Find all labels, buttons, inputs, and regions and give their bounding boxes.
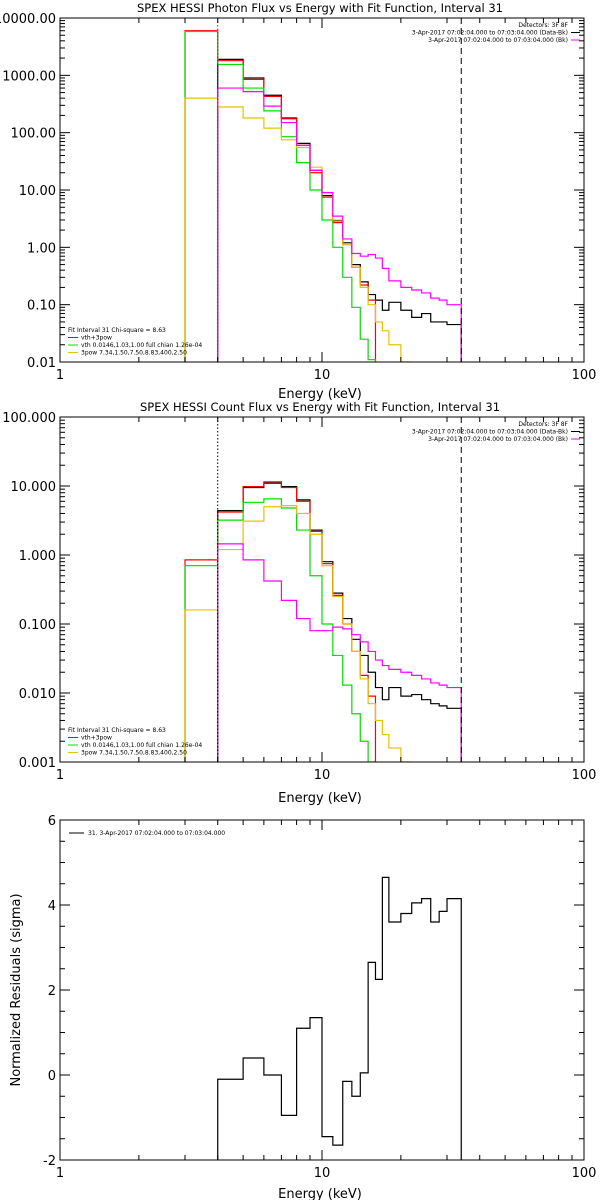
y-axis: 0.001 0.010 0.100 1.000 10.000 100.000 <box>2 411 584 771</box>
y-tick-label: 6 <box>48 814 56 829</box>
y-tick-label: 0.100 <box>19 618 56 633</box>
legend-label: vth 0.0146,1.03,1.00 full chian 1.26e-04 <box>81 742 202 749</box>
count-flux-plot: 1 10 100 0.001 0.010 0.100 1.000 10.000 100.000 D… <box>2 411 596 783</box>
y-tick-label: 0.10 <box>27 299 56 314</box>
y-tick-label: 10000.00 <box>0 12 56 27</box>
x-axis: 1 10 100 <box>56 417 597 783</box>
y-tick-label: 0 <box>48 1069 56 1084</box>
legend-label: vth+3pow <box>81 735 112 742</box>
x-tick-label: 1 <box>56 1166 64 1181</box>
y-tick-label: 4 <box>48 899 56 914</box>
series-3pow <box>184 97 413 362</box>
top-legend: Detectors: 3F 8F3-Apr-2017 07:02:04.000 … <box>412 22 580 44</box>
top-legend-label: 3-Apr-2017 07:02:04.000 to 07:03:04.000 … <box>412 429 568 436</box>
series-3pow <box>184 505 413 762</box>
x-tick-label: 10 <box>314 1166 331 1181</box>
series-bk <box>217 543 462 762</box>
top-legend-label: Detectors: 3F 8F <box>518 421 568 428</box>
y-tick-label: 100.00 <box>11 127 57 142</box>
y-tick-label: 100.000 <box>2 411 56 426</box>
x-tick-label: 100 <box>572 768 597 783</box>
fit-legend: Fit Interval 31 Chi-square = 8.63vth+3po… <box>68 727 202 757</box>
legend-label: 3pow 7.34,1.50,7.50,8.83,400,2.50 <box>81 350 187 357</box>
x-axis: 1 10 100 <box>56 18 597 383</box>
series-vth <box>184 498 377 762</box>
y-tick-label: 10.000 <box>11 480 57 495</box>
photon-flux-plot: 1 10 100 0.01 0.10 1.00 10.00 100.00 1000.00 1000… <box>0 12 596 383</box>
y-tick-label: 0.010 <box>19 687 56 702</box>
top-legend-label: 3-Apr-2017 07:02:04.000 to 07:03:04.000 … <box>428 436 568 443</box>
series-vth <box>184 30 377 362</box>
series-group <box>184 481 462 762</box>
y-tick-label: 0.001 <box>19 756 56 771</box>
x-tick-label: 10 <box>314 368 331 383</box>
series-data-bk <box>217 482 462 762</box>
y-tick-label: 1.000 <box>19 549 56 564</box>
y-tick-label: 0.01 <box>27 356 56 371</box>
series-group <box>184 30 462 362</box>
legend-label: vth+3pow <box>81 335 112 342</box>
series-31 <box>217 876 462 1160</box>
residuals-xlabel: Energy (keV) <box>278 1187 362 1200</box>
legend-label: 31. 3-Apr-2017 07:02:04.000 to 07:03:04.… <box>88 830 225 837</box>
residuals-ylabel: Normalized Residuals (sigma) <box>9 893 24 1086</box>
legend-label: vth 0.0146,1.03,1.00 full chian 1.26e-04 <box>81 342 202 349</box>
residuals-panel: 1 10 100 -2 0 2 4 6 31. 3-Apr-2017 07:02:04.000 … <box>9 814 596 1200</box>
fit-legend: 31. 3-Apr-2017 07:02:04.000 to 07:03:04.… <box>69 830 225 837</box>
y-tick-label: -2 <box>43 1154 56 1169</box>
top-legend-label: 3-Apr-2017 07:02:04.000 to 07:03:04.000 … <box>412 30 568 37</box>
y-tick-label: 10.00 <box>19 184 56 199</box>
y-axis: -2 0 2 4 6 <box>43 814 584 1169</box>
series-bk <box>217 87 462 362</box>
top-legend-label: Detectors: 3F 8F <box>518 22 568 29</box>
legend-header: Fit Interval 31 Chi-square = 8.63 <box>68 727 166 734</box>
x-axis: 1 10 100 <box>56 820 597 1181</box>
y-tick-label: 1000.00 <box>2 69 56 84</box>
legend-header: Fit Interval 31 Chi-square = 8.63 <box>68 327 166 334</box>
x-tick-label: 1 <box>56 768 64 783</box>
top-legend: Detectors: 3F 8F3-Apr-2017 07:02:04.000 … <box>412 421 580 443</box>
y-axis: 0.01 0.10 1.00 10.00 100.00 1000.00 10000.00 <box>0 12 584 371</box>
count-flux-xlabel: Energy (keV) <box>278 791 362 806</box>
y-tick-label: 2 <box>48 984 56 999</box>
fit-legend: Fit Interval 31 Chi-square = 8.63vth+3po… <box>68 327 202 357</box>
top-legend-label: 3-Apr-2017 07:02:04.000 to 07:03:04.000 … <box>428 37 568 44</box>
count-flux-title: SPEX HESSI Count Flux vs Energy with Fit… <box>140 400 500 414</box>
series-group <box>217 876 462 1160</box>
x-tick-label: 100 <box>572 368 597 383</box>
count-flux-panel: SPEX HESSI Count Flux vs Energy with Fit… <box>2 400 596 806</box>
y-tick-label: 1.00 <box>27 241 56 256</box>
x-tick-label: 1 <box>56 368 64 383</box>
photon-flux-title: SPEX HESSI Photon Flux vs Energy with Fi… <box>137 1 503 15</box>
photon-flux-xlabel: Energy (keV) <box>278 387 362 402</box>
photon-flux-panel: SPEX HESSI Photon Flux vs Energy with Fi… <box>0 1 596 402</box>
x-tick-label: 100 <box>572 1166 597 1181</box>
x-tick-label: 10 <box>314 768 331 783</box>
residuals-plot: 1 10 100 -2 0 2 4 6 31. 3-Apr-2017 07:02:04.000 … <box>43 814 596 1181</box>
legend-label: 3pow 7.34,1.50,7.50,8.83,400,2.50 <box>81 750 187 757</box>
